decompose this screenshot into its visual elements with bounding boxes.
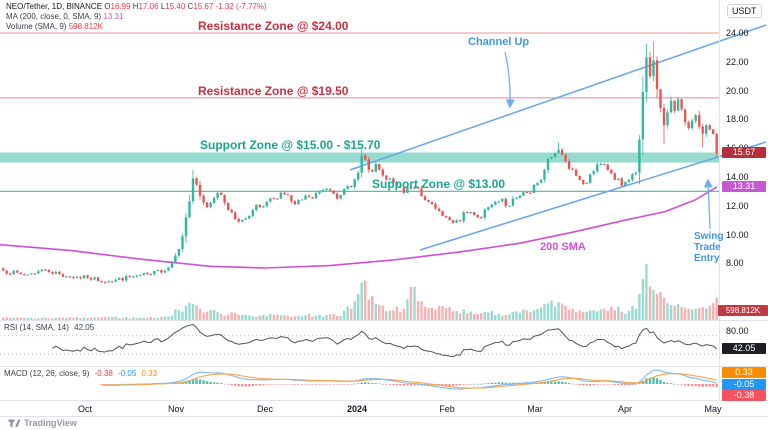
- legend-symbol-row: NEO/Tether, 1D, BINANCE O16.99 H17.06 L1…: [6, 2, 267, 12]
- legend-volume-row: Volume (SMA, 9) 598.812K: [6, 22, 267, 32]
- level-lines-layer: [0, 32, 719, 192]
- rsi-upper-level-label: 80.00: [726, 326, 749, 336]
- currency-badge: USDT: [727, 4, 762, 18]
- legend-volume-value: 598.812K: [68, 22, 103, 31]
- price-tick-label: 18.00: [726, 114, 749, 124]
- macd-signal-value: 0.33: [141, 369, 158, 378]
- price-axis[interactable]: USDT 24.0022.0020.0018.0016.0014.0012.00…: [718, 0, 768, 401]
- volume-bars-layer: [2, 264, 718, 320]
- month-label-apr: Apr: [617, 404, 633, 414]
- legend-close-value: 15.67: [193, 2, 214, 11]
- channel-up-lines[interactable]: [349, 24, 767, 251]
- macd-line-value: -0.05: [118, 369, 137, 378]
- month-label-mar: Mar: [527, 404, 543, 414]
- price-tick-label: 24.00: [726, 28, 749, 38]
- ma-200-price-badge: 13.31: [722, 181, 766, 192]
- last-price-badge: 15.67: [722, 147, 766, 158]
- month-label-dec: Dec: [256, 404, 274, 414]
- legend-open-label: O: [104, 2, 111, 11]
- pane-separators: [0, 0, 768, 417]
- sma-200-line[interactable]: [0, 186, 718, 269]
- rsi-value: 42.05: [74, 323, 95, 332]
- annotation-support-band-label[interactable]: Support Zone @ $15.00 - $15.70: [200, 138, 381, 152]
- annotation-swing-trade-entry-label[interactable]: Swing Trade Entry: [694, 231, 724, 264]
- legend-volume-label: Volume (SMA, 9): [6, 22, 67, 31]
- rsi-label: RSI (14, SMA, 14): [4, 323, 69, 332]
- time-axis[interactable]: Oct Nov Dec 2024 Feb Mar Apr May: [0, 401, 768, 416]
- annotation-resistance-19-50[interactable]: Resistance Zone @ $19.50: [198, 84, 349, 98]
- macd-hist-badge: -0.38: [722, 390, 766, 401]
- month-label-2024: 2024: [346, 404, 368, 414]
- macd-label: MACD (12, 26, close, 9): [4, 369, 90, 378]
- month-label-may: May: [704, 404, 722, 414]
- annotation-resistance-24[interactable]: Resistance Zone @ $24.00: [198, 19, 349, 33]
- legend-close-label: C: [187, 2, 194, 11]
- legend-ma-label: MA (200, close, 0, SMA, 9): [6, 12, 102, 21]
- price-tick-label: 22.00: [726, 57, 749, 67]
- attribution-bar: TradingView: [0, 417, 768, 430]
- tradingview-wordmark: TradingView: [24, 418, 77, 428]
- candles-layer: [2, 41, 718, 284]
- legend-ma-row: MA (200, close, 0, SMA, 9) 13.31: [6, 12, 267, 22]
- annotation-channel-up-label[interactable]: Channel Up: [468, 36, 530, 48]
- legend-symbol-title: NEO/Tether, 1D, BINANCE: [6, 2, 103, 11]
- legend-open-value: 16.99: [110, 2, 131, 11]
- price-tick-label: 20.00: [726, 86, 749, 96]
- rsi-pane-legend[interactable]: RSI (14, SMA, 14) 42.05: [4, 323, 94, 332]
- legend-high-value: 17.06: [138, 2, 159, 11]
- tradingview-logo[interactable]: TradingView: [8, 418, 77, 428]
- month-label-nov: Nov: [167, 404, 185, 414]
- macd-pane-legend[interactable]: MACD (12, 26, close, 9) -0.38 -0.05 0.33: [4, 369, 157, 378]
- legend-ma-value: 13.31: [103, 12, 124, 21]
- month-label-feb: Feb: [439, 404, 455, 414]
- rsi-value-badge: 42.05: [722, 343, 766, 354]
- legend-high-label: H: [132, 2, 139, 11]
- price-tick-label: 14.00: [726, 172, 749, 182]
- price-tick-label: 10.00: [726, 230, 749, 240]
- annotation-arrows: [504, 51, 713, 230]
- macd-pane: [100, 369, 718, 390]
- macd-value-badge: -0.05: [722, 379, 766, 390]
- legend-low-label: L: [160, 2, 166, 11]
- annotation-support-13-label[interactable]: Support Zone @ $13.00: [372, 177, 506, 191]
- rsi-pane: [0, 323, 719, 358]
- volume-value-badge: 598.812K: [718, 305, 768, 316]
- tradingview-icon: [8, 419, 21, 427]
- annotation-200-sma-label[interactable]: 200 SMA: [540, 241, 586, 253]
- macd-signal-badge: 0.33: [722, 367, 766, 378]
- month-label-oct: Oct: [77, 404, 93, 414]
- legend-change-value: -1.32 (-7.77%): [215, 2, 267, 11]
- legend-low-value: 15.40: [165, 2, 186, 11]
- symbol-legend[interactable]: NEO/Tether, 1D, BINANCE O16.99 H17.06 L1…: [6, 2, 267, 32]
- price-tick-label: 12.00: [726, 201, 749, 211]
- price-tick-label: 8.00: [726, 258, 744, 268]
- macd-hist-value: -0.38: [94, 369, 113, 378]
